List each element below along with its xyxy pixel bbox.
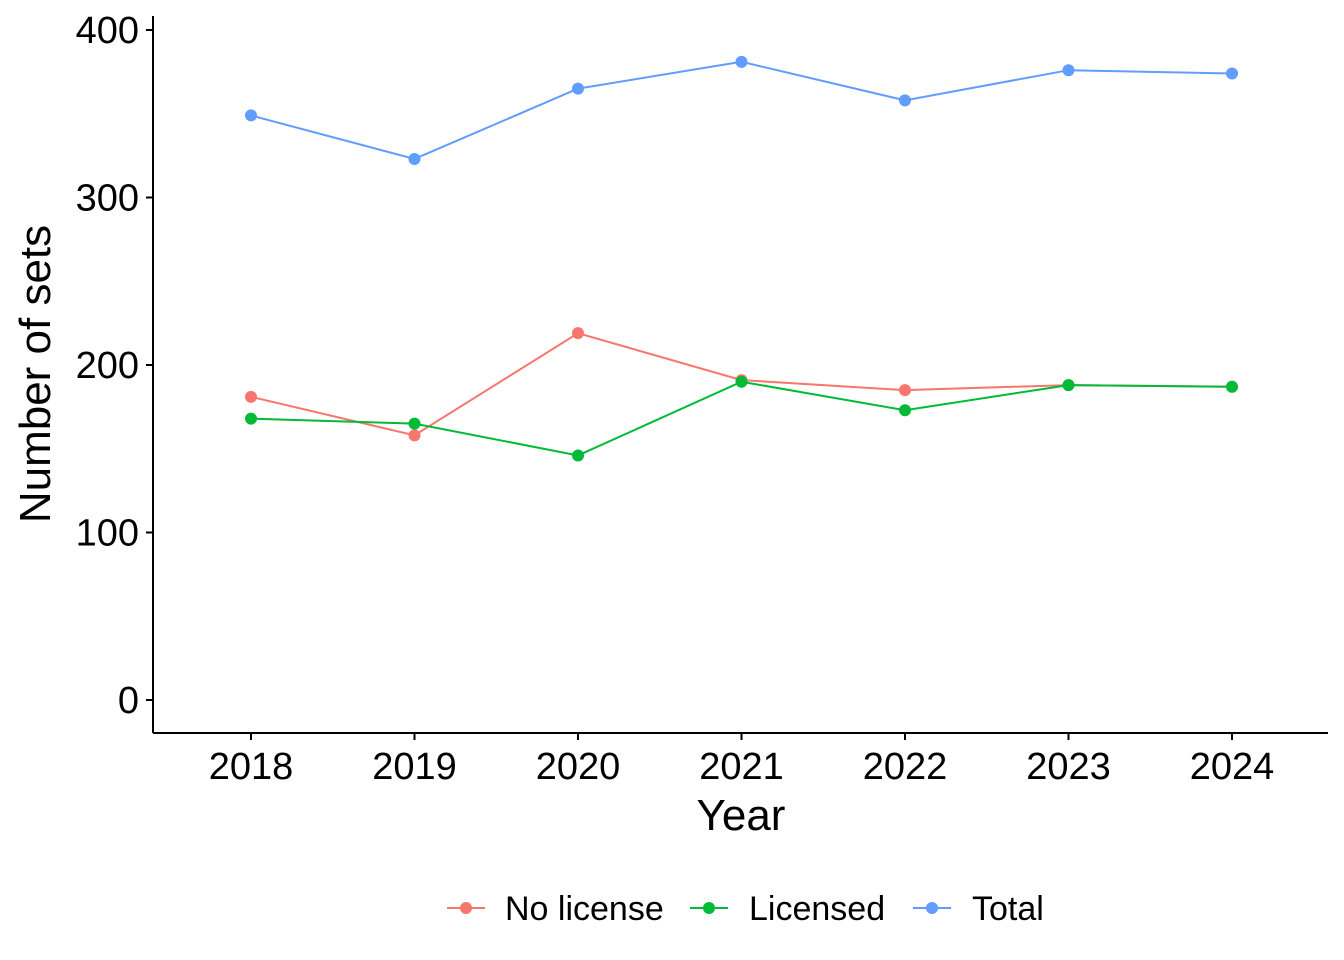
series-line-licensed bbox=[250, 380, 1233, 457]
data-point-total bbox=[899, 94, 911, 107]
series-total bbox=[245, 55, 1238, 165]
x-tick-label: 2022 bbox=[863, 746, 948, 788]
y-tick-label: 0 bbox=[118, 680, 139, 722]
data-point-licensed bbox=[572, 449, 584, 462]
data-point-no-license bbox=[408, 429, 421, 442]
legend-label: Licensed bbox=[749, 890, 885, 928]
x-tick-label: 2020 bbox=[536, 746, 621, 788]
x-tick-label: 2023 bbox=[1026, 746, 1111, 788]
legend-label: No license bbox=[505, 890, 664, 928]
x-tick-label: 2024 bbox=[1190, 746, 1275, 788]
legend-key-point bbox=[926, 902, 938, 914]
data-point-licensed bbox=[735, 375, 748, 388]
x-tick-label: 2018 bbox=[209, 746, 294, 788]
y-axis-title: Number of sets bbox=[11, 225, 60, 523]
data-point-licensed bbox=[1062, 379, 1075, 392]
x-axis-title: Year bbox=[697, 791, 786, 840]
data-point-total bbox=[1226, 67, 1238, 80]
y-tick-label: 300 bbox=[76, 178, 139, 220]
data-point-licensed bbox=[899, 404, 911, 417]
data-point-no-license bbox=[572, 327, 584, 340]
legend-key-point bbox=[703, 902, 715, 914]
y-tick-label: 200 bbox=[76, 345, 139, 387]
legend-item-no-license: No license bbox=[447, 890, 664, 928]
data-point-total bbox=[572, 82, 584, 95]
legend-item-total: Total bbox=[913, 890, 1044, 928]
data-point-licensed bbox=[1226, 380, 1238, 393]
x-tick-label: 2019 bbox=[372, 746, 457, 788]
y-ticks: 0 100 200 300 400 bbox=[76, 10, 153, 722]
legend-item-licensed: Licensed bbox=[690, 890, 885, 928]
x-ticks: 2018 2019 2020 2021 2022 2023 2024 bbox=[209, 733, 1275, 788]
series-group bbox=[245, 55, 1238, 462]
data-point-no-license bbox=[245, 390, 257, 403]
data-point-total bbox=[408, 152, 421, 165]
data-point-licensed bbox=[408, 417, 421, 430]
series-line-total bbox=[250, 60, 1233, 161]
data-point-total bbox=[245, 109, 257, 122]
legend-key-point bbox=[460, 902, 472, 914]
series-licensed bbox=[245, 375, 1238, 462]
data-point-total bbox=[735, 55, 748, 68]
data-point-licensed bbox=[245, 412, 257, 425]
x-tick-label: 2021 bbox=[699, 746, 784, 788]
y-tick-label: 100 bbox=[76, 513, 139, 555]
data-point-no-license bbox=[899, 384, 911, 397]
y-tick-label: 400 bbox=[76, 10, 139, 52]
legend-label: Total bbox=[972, 890, 1044, 928]
data-point-total bbox=[1062, 64, 1075, 77]
legend: No license Licensed Total bbox=[447, 890, 1044, 928]
